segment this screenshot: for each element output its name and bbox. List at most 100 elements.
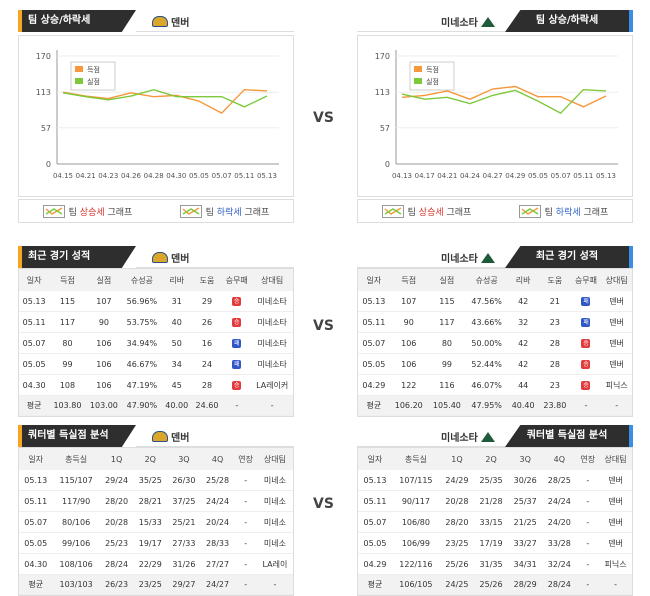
quarter-col-header: 상대팀 xyxy=(599,448,632,470)
average-cell: 40.00 xyxy=(161,395,192,416)
table-cell: - xyxy=(576,511,600,533)
table-cell: 30/26 xyxy=(508,470,543,491)
quarter-col-header: 1Q xyxy=(99,448,134,470)
table-row: 05.11 90/117 20/28 21/28 25/37 24/24- 덴버 xyxy=(358,490,632,512)
table-cell: 106 xyxy=(389,332,428,354)
table-cell: 24/20 xyxy=(542,511,577,533)
table-cell: 33/27 xyxy=(508,532,543,554)
table-row: 04.29 122 116 46.07% 44 23 승 피닉스 xyxy=(358,374,632,396)
team-name-right: 미네소타 xyxy=(441,254,478,265)
average-cell: 평균 xyxy=(19,395,50,416)
table-cell: 28/20 xyxy=(439,511,474,533)
table-cell: 19/17 xyxy=(133,532,168,554)
legend-label: 실점 xyxy=(426,77,439,86)
table-cell: 23/25 xyxy=(439,532,474,554)
team-label-right: 미네소타 xyxy=(441,429,495,444)
table-cell: 15/33 xyxy=(133,511,168,533)
trend-title-left: 팀 상승/하락세 xyxy=(18,10,136,32)
table-cell: 덴버 xyxy=(599,490,632,512)
rise-graph-legend[interactable]: 팀 상승세 그래프 xyxy=(381,204,472,218)
table-cell: 04.29 xyxy=(358,553,392,575)
quarter-col-header: 일자 xyxy=(358,448,392,470)
rise-graph-legend[interactable]: 팀 상승세 그래프 xyxy=(42,204,132,218)
timberwolves-logo-icon xyxy=(480,431,495,442)
table-cell: 122/116 xyxy=(391,553,440,575)
result-badge-cell: 패 xyxy=(570,311,602,333)
table-cell: 28 xyxy=(191,374,223,396)
table-cell: 50 xyxy=(161,332,192,354)
table-row: 05.11 117/90 28/20 28/21 37/25 24/24- 미네소 xyxy=(19,490,293,512)
table-row: 05.11 90 117 43.66% 32 23 패 덴버 xyxy=(358,311,632,333)
team-name-left: 덴버 xyxy=(171,254,190,265)
table-cell: 99 xyxy=(49,353,86,375)
table-cell: 21 xyxy=(539,291,571,312)
y-tick-label: 57 xyxy=(41,124,51,133)
table-cell: 107 xyxy=(389,291,428,312)
table-cell: 28 xyxy=(539,353,571,375)
quarter-col-header: 연장 xyxy=(234,448,257,470)
trend-chart-left: 0 57 113 170 04.15 04.21 04.23 04.26 04.28 04.30 0… xyxy=(18,35,294,197)
table-cell: 미네소 xyxy=(256,470,293,491)
table-cell: 05.05 xyxy=(358,353,390,375)
table-cell: 04.30 xyxy=(19,374,50,396)
average-cell: - xyxy=(234,574,257,595)
table-cell: 25/21 xyxy=(167,511,201,533)
table-cell: - xyxy=(576,490,600,512)
table-cell: 117 xyxy=(49,311,86,333)
result-badge: 패 xyxy=(581,297,591,306)
table-cell: 04.30 xyxy=(19,553,53,575)
table-cell: 05.07 xyxy=(358,511,392,533)
fall-word: 하락세 xyxy=(216,207,242,218)
result-badge-cell: 패 xyxy=(222,332,252,354)
table-cell: - xyxy=(234,511,257,533)
quarter-table-right: 일자 총득실 1Q 2Q 3Q 4Q 연장 상대팀 05.13 107/115 24/29 25/35… xyxy=(357,447,633,596)
quarter-header-left: 쿼터별 득실점 분석 덴버 xyxy=(18,425,294,447)
fall-graph-legend[interactable]: 팀 하락세 그래프 xyxy=(179,204,269,218)
table-cell: 24/24 xyxy=(542,490,577,512)
table-cell: 42 xyxy=(507,332,539,354)
table-cell: 53.75% xyxy=(122,311,162,333)
result-badge: 승 xyxy=(581,360,591,369)
table-cell: 16 xyxy=(191,332,223,354)
table-cell: 99/106 xyxy=(52,532,100,554)
y-tick-label: 57 xyxy=(380,124,390,133)
table-cell: 107 xyxy=(85,291,123,312)
trend-legend-left: 팀 상승세 그래프 팀 하락세 그래프 xyxy=(18,199,294,223)
table-cell: 80 xyxy=(427,332,466,354)
recent-panel-left: 최근 경기 성적 덴버 일자 득점 실점 슈성공 리바 도움 승무패 상대팀 05.13 115 1… xyxy=(18,246,294,417)
rise-suffix: 그래프 xyxy=(443,207,472,218)
table-cell: 44 xyxy=(507,374,539,396)
table-cell: 31/26 xyxy=(167,553,201,575)
recent-header-row: 일자 득점 실점 슈성공 리바 도움 승무패 상대팀 xyxy=(358,269,632,291)
quarter-col-header: 3Q xyxy=(167,448,201,470)
table-cell: 피닉스 xyxy=(601,374,632,396)
table-row: 05.07 80/106 20/28 15/33 25/21 20/24- 미네소 xyxy=(19,511,293,533)
recent-col-header: 도움 xyxy=(191,269,223,291)
table-cell: 28/21 xyxy=(133,490,168,512)
quarter-panel-left: 쿼터별 득실점 분석 덴버 일자 총득실 1Q 2Q 3Q 4Q 연장 상대팀 05.13 115… xyxy=(18,425,294,596)
quarter-header-row: 일자 총득실 1Q 2Q 3Q 4Q 연장 상대팀 xyxy=(19,448,293,470)
x-tick-label: 04.29 xyxy=(505,172,525,180)
nugget-logo-icon xyxy=(152,16,168,27)
result-badge: 승 xyxy=(232,318,242,327)
quarter-header-right: 미네소타 쿼터별 득실점 분석 xyxy=(357,425,633,447)
quarter-col-header: 연장 xyxy=(576,448,600,470)
x-tick-label: 04.13 xyxy=(392,172,412,180)
average-cell: - xyxy=(570,395,602,416)
table-row: 05.13 107/115 24/29 25/35 30/26 28/25- 덴버 xyxy=(358,470,632,491)
average-cell: 24/27 xyxy=(200,574,235,595)
average-cell: 103/103 xyxy=(52,574,100,595)
fall-graph-legend[interactable]: 팀 하락세 그래프 xyxy=(518,204,608,218)
table-row: 05.07 106 80 50.00% 42 28 승 덴버 xyxy=(358,332,632,354)
average-cell: 평균 xyxy=(358,395,390,416)
x-tick-label: 04.23 xyxy=(98,172,118,180)
recent-col-header: 슈성공 xyxy=(465,269,508,291)
recent-col-header: 실점 xyxy=(85,269,123,291)
table-cell: 25/28 xyxy=(200,470,235,491)
recent-title-right: 최근 경기 성적 xyxy=(505,246,633,268)
table-cell: 28/20 xyxy=(99,490,134,512)
trend-chart-right: 0 57 113 170 04.13 04.17 04.21 04.24 04.27 04.29 0… xyxy=(357,35,633,197)
table-cell: 덴버 xyxy=(599,470,632,491)
table-cell: 25/35 xyxy=(474,470,509,491)
